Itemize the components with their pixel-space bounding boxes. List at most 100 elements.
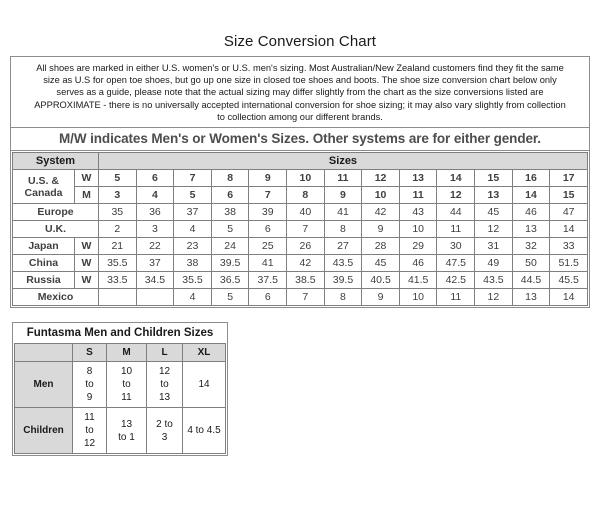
size-cell: 30	[436, 237, 476, 256]
size-cell: 13	[511, 288, 551, 307]
size-cell: 10	[286, 169, 325, 188]
funtasma-title-row: Funtasma Men and Children Sizes	[14, 324, 226, 344]
size-cell: 47	[549, 203, 588, 222]
table-header-row: System Sizes	[12, 152, 588, 171]
size-cell: 35	[98, 203, 137, 222]
size-cell: 43.5	[323, 254, 363, 273]
size-cell: 41.5	[398, 271, 438, 290]
size-cell: 7	[286, 220, 325, 239]
size-cell: 11	[436, 220, 476, 239]
size-cell: 45	[474, 203, 513, 222]
row-label: U.K.	[12, 220, 99, 239]
table-row: Europe 35 36 37 38 39 40 41 42 43 44 45 46 47	[12, 203, 588, 222]
size-cell	[98, 288, 137, 307]
size-cell: 11	[436, 288, 476, 307]
size-cell: 38.5	[286, 271, 325, 290]
gender-cell: M	[74, 186, 99, 205]
size-cell: 8	[323, 288, 363, 307]
size-cell: 4	[173, 288, 212, 307]
size-cell: 6	[248, 288, 288, 307]
size-cell: 36	[135, 203, 175, 222]
size-cell: 3	[135, 220, 175, 239]
row-label-us-canada: U.S. & Canada	[12, 169, 75, 205]
size-cell: 12	[474, 288, 513, 307]
size-cell: 41	[323, 203, 363, 222]
size-cell: 11	[398, 186, 438, 205]
size-cell: 7	[173, 169, 212, 188]
size-cell: 39	[248, 203, 288, 222]
funtasma-column-header: XL	[182, 343, 226, 363]
funtasma-row: Men 8 to 9 10 to 11 12 to 13 14	[14, 361, 226, 409]
intro-line: APPROXIMATE - there is no universally ac…	[34, 99, 566, 110]
table-row: China W 35.5 37 38 39.5 41 42 43.5 45 46 47.5 49 50 51…	[12, 254, 588, 273]
funtasma-size-cell: 4 to 4.5	[182, 407, 226, 455]
size-cell: 43	[398, 203, 438, 222]
size-cell: 38	[173, 254, 212, 273]
row-label: China	[12, 254, 75, 273]
funtasma-corner-cell	[14, 343, 73, 363]
size-cell: 22	[135, 237, 175, 256]
table-row: M 3 4 5 6 7 8 9 10 11 12 13 14 15	[13, 186, 588, 205]
size-cell: 9	[248, 169, 288, 188]
size-cell: 14	[549, 220, 588, 239]
size-cell: 6	[135, 169, 175, 188]
table-row: Mexico 4 5 6 7 8 9 10 11 12 13 14	[12, 288, 588, 307]
funtasma-column-header: L	[146, 343, 183, 363]
size-cell: 41	[248, 254, 288, 273]
size-cell: 37	[135, 254, 175, 273]
size-cell: 11	[323, 169, 363, 188]
funtasma-size-cell: 8 to 9	[72, 361, 107, 409]
row-label: Russia	[12, 271, 75, 290]
size-cell: 50	[511, 254, 551, 273]
intro-line: All shoes are marked in either U.S. wome…	[36, 63, 564, 73]
conversion-table-container: System Sizes U.S. & Canada W 5 6 7 8 9 10 11 12 13…	[10, 151, 590, 309]
funtasma-size-cell: 11 to 12	[72, 407, 107, 455]
gender-cell: W	[74, 271, 99, 290]
size-cell: 12	[436, 186, 476, 205]
row-label: Japan	[12, 237, 75, 256]
table-row: U.K. 2 3 4 5 6 7 8 9 10 11 12 13 14	[12, 220, 588, 239]
row-label: Mexico	[12, 288, 99, 307]
size-cell: 9	[323, 186, 363, 205]
funtasma-row-label: Men	[14, 361, 73, 409]
size-cell: 21	[98, 237, 137, 256]
size-cell: 9	[361, 288, 400, 307]
intro-line: to collection among our different brands…	[217, 111, 383, 122]
size-cell: 5	[98, 169, 137, 188]
size-cell: 44	[436, 203, 476, 222]
size-cell: 6	[248, 220, 288, 239]
funtasma-row-label: Children	[14, 407, 73, 455]
size-cell: 13	[474, 186, 513, 205]
size-cell: 4	[173, 220, 212, 239]
size-cell: 5	[173, 186, 212, 205]
intro-note-box: All shoes are marked in either U.S. wome…	[10, 56, 590, 128]
gender-notice-banner: M/W indicates Men's or Women's Sizes. Ot…	[10, 127, 590, 152]
size-cell: 39.5	[323, 271, 363, 290]
size-cell	[135, 288, 175, 307]
size-cell: 5	[210, 288, 250, 307]
gender-cell: W	[74, 169, 99, 188]
funtasma-size-table: Funtasma Men and Children Sizes S M L XL Me…	[14, 324, 226, 455]
size-cell: 28	[361, 237, 400, 256]
funtasma-title: Funtasma Men and Children Sizes	[14, 324, 226, 344]
size-cell: 44.5	[511, 271, 551, 290]
size-cell: 51.5	[549, 254, 588, 273]
size-cell: 8	[323, 220, 363, 239]
size-cell: 7	[248, 186, 288, 205]
size-cell: 3	[98, 186, 137, 205]
size-cell: 14	[436, 169, 476, 188]
funtasma-size-cell: 2 to 3	[146, 407, 183, 455]
size-cell: 15	[549, 186, 588, 205]
funtasma-column-header: M	[106, 343, 147, 363]
size-cell: 38	[210, 203, 250, 222]
row-label: Europe	[12, 203, 99, 222]
funtasma-size-cell: 14	[182, 361, 226, 409]
size-cell: 42	[286, 254, 325, 273]
size-cell: 43.5	[474, 271, 513, 290]
size-cell: 23	[173, 237, 212, 256]
size-cell: 4	[135, 186, 175, 205]
size-cell: 24	[210, 237, 250, 256]
size-cell: 31	[474, 237, 513, 256]
